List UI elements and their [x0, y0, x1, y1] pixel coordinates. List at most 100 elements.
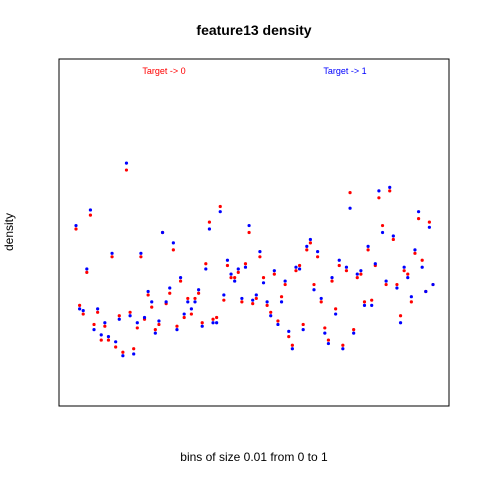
- point-target0-bin34: [193, 296, 197, 301]
- point-target1-bin75: [341, 347, 345, 351]
- point-target0-bin37: [204, 262, 208, 266]
- point-target0-bin80: [359, 272, 363, 276]
- point-target0-bin7: [96, 310, 100, 314]
- point-target1-bin93: [406, 276, 410, 280]
- point-target1-bin81: [362, 303, 367, 307]
- point-target1-bin53: [261, 281, 266, 285]
- point-target0-bin24: [157, 322, 161, 327]
- point-target0-bin56: [272, 272, 276, 276]
- point-target0-bin87: [384, 282, 388, 287]
- point-target1-bin100: [431, 282, 435, 287]
- point-target0-bin57: [276, 319, 280, 323]
- point-target1-bin45: [233, 279, 237, 283]
- point-target0-bin90: [395, 282, 399, 287]
- point-target0-bin94: [409, 300, 413, 304]
- point-target1-bin96: [416, 210, 421, 214]
- point-target0-bin68: [316, 255, 320, 259]
- point-target1-bin49: [247, 223, 251, 228]
- point-target1-bin29: [175, 328, 179, 332]
- point-target1-bin10: [106, 335, 111, 339]
- point-target0-bin86: [380, 223, 385, 228]
- chart-title: feature13 density: [196, 22, 311, 38]
- point-target0-bin83: [370, 298, 374, 302]
- point-target1-bin84: [373, 262, 377, 266]
- point-target0-bin23: [153, 328, 157, 332]
- point-target1-bin38: [207, 227, 212, 231]
- point-target1-bin69: [319, 296, 323, 301]
- point-target1-bin62: [294, 265, 298, 269]
- point-target1-bin6: [92, 328, 96, 332]
- point-target1-bin99: [427, 225, 431, 229]
- point-target0-bin45: [233, 276, 237, 280]
- point-target0-bin28: [171, 248, 175, 252]
- point-target1-bin58: [279, 300, 284, 304]
- point-target0-bin21: [146, 293, 150, 297]
- point-target0-bin1: [74, 227, 78, 231]
- point-target0-bin92: [402, 269, 406, 273]
- point-target0-bin44: [229, 276, 233, 280]
- point-target1-bin63: [297, 267, 302, 271]
- point-target1-bin70: [323, 331, 327, 335]
- point-target1-bin30: [178, 276, 183, 280]
- point-target1-bin3: [81, 308, 85, 313]
- point-target0-bin76: [344, 269, 349, 273]
- point-target0-bin69: [319, 300, 323, 304]
- point-target1-bin68: [316, 249, 320, 254]
- point-target1-bin25: [160, 230, 165, 235]
- point-target0-bin58: [279, 295, 284, 299]
- point-target0-bin82: [366, 248, 370, 252]
- point-target0-bin91: [398, 314, 403, 318]
- point-target0-bin39: [211, 317, 215, 321]
- point-target1-bin39: [211, 321, 215, 325]
- point-target1-bin32: [186, 300, 190, 304]
- point-target0-bin49: [247, 230, 251, 235]
- point-target0-bin6: [92, 322, 96, 327]
- point-target1-bin36: [200, 324, 204, 328]
- point-target0-bin3: [81, 312, 85, 316]
- point-target0-bin22: [150, 305, 154, 309]
- point-target1-bin1: [74, 223, 78, 228]
- point-target1-bin15: [124, 161, 129, 165]
- point-target0-bin46: [236, 270, 240, 274]
- point-target0-bin74: [337, 263, 341, 268]
- point-target0-bin29: [175, 324, 179, 328]
- point-target0-bin51: [254, 296, 258, 301]
- point-target0-bin9: [103, 324, 107, 328]
- point-target1-bin16: [128, 314, 132, 318]
- point-target1-bin98: [424, 289, 428, 294]
- point-target1-bin27: [168, 286, 172, 290]
- point-target0-bin27: [168, 291, 172, 295]
- point-target0-bin66: [308, 241, 312, 245]
- point-target0-bin33: [189, 312, 193, 316]
- point-target0-bin93: [406, 272, 410, 276]
- point-target1-bin92: [402, 265, 406, 269]
- point-target0-bin71: [326, 338, 331, 342]
- point-target1-bin47: [240, 296, 244, 301]
- point-target0-bin55: [269, 310, 273, 314]
- point-target0-bin50: [251, 302, 255, 306]
- point-target1-bin97: [420, 265, 424, 269]
- point-target1-bin23: [153, 331, 157, 335]
- point-target1-bin89: [391, 234, 395, 238]
- point-target0-bin88: [388, 189, 392, 193]
- point-target1-bin2: [78, 307, 82, 311]
- point-target0-bin2: [78, 303, 82, 307]
- point-target0-bin59: [283, 282, 287, 287]
- point-target0-bin48: [243, 262, 248, 266]
- point-target1-bin59: [283, 279, 287, 283]
- point-target1-bin90: [395, 286, 399, 290]
- point-target1-bin86: [380, 230, 385, 235]
- point-target1-bin61: [290, 347, 294, 351]
- point-target1-bin72: [330, 276, 334, 280]
- point-target1-bin56: [272, 269, 276, 273]
- point-target0-bin72: [330, 279, 334, 283]
- point-target1-bin83: [370, 303, 374, 307]
- point-target0-bin32: [186, 296, 190, 301]
- point-target0-bin5: [88, 213, 93, 217]
- point-target1-bin14: [121, 354, 125, 358]
- point-target0-bin36: [200, 321, 204, 325]
- point-target0-bin95: [413, 251, 417, 255]
- point-target0-bin54: [265, 303, 269, 307]
- point-target1-bin51: [254, 293, 258, 297]
- point-target1-bin88: [388, 185, 392, 189]
